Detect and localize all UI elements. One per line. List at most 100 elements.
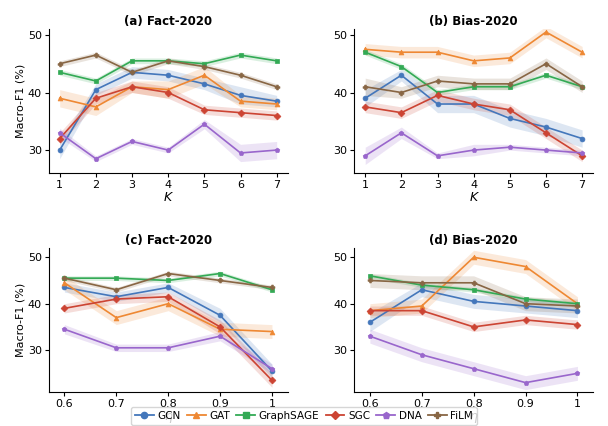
FiLM: [128, 70, 136, 75]
SGC: [434, 93, 441, 98]
GAT: [237, 98, 244, 104]
GAT: [56, 96, 63, 101]
FiLM: [165, 58, 172, 63]
GAT: [398, 50, 405, 55]
GAT: [128, 84, 136, 89]
GAT: [61, 280, 68, 285]
Line: GAT: GAT: [57, 73, 279, 109]
SGC: [112, 296, 120, 302]
FiLM: [268, 285, 275, 290]
GCN: [268, 368, 275, 374]
DNA: [506, 145, 514, 150]
Title: (d) Bias-2020: (d) Bias-2020: [429, 234, 518, 247]
SGC: [470, 324, 477, 329]
GCN: [92, 87, 100, 92]
Line: GCN: GCN: [62, 285, 274, 374]
X-axis label: K: K: [164, 191, 172, 204]
Line: SGC: SGC: [62, 294, 274, 383]
SGC: [398, 110, 405, 115]
GraphSAGE: [216, 271, 224, 276]
GraphSAGE: [542, 73, 550, 78]
SGC: [273, 113, 280, 118]
Legend: GCN, GAT, GraphSAGE, SGC, DNA, FiLM: GCN, GAT, GraphSAGE, SGC, DNA, FiLM: [131, 407, 477, 425]
DNA: [165, 345, 172, 350]
GraphSAGE: [61, 276, 68, 281]
FiLM: [506, 81, 514, 86]
SGC: [237, 110, 244, 115]
GAT: [362, 47, 369, 52]
FiLM: [522, 301, 529, 306]
DNA: [273, 147, 280, 153]
GraphSAGE: [56, 70, 63, 75]
GraphSAGE: [574, 301, 581, 306]
GAT: [92, 104, 100, 109]
GCN: [418, 287, 426, 292]
Line: GraphSAGE: GraphSAGE: [62, 271, 274, 292]
DNA: [470, 147, 477, 153]
GCN: [273, 98, 280, 104]
GAT: [112, 315, 120, 320]
GCN: [366, 320, 373, 325]
SGC: [165, 90, 172, 95]
GAT: [434, 50, 441, 55]
GraphSAGE: [273, 58, 280, 63]
GAT: [522, 264, 529, 269]
FiLM: [434, 78, 441, 83]
SGC: [362, 104, 369, 109]
Y-axis label: Macro-F1 (%): Macro-F1 (%): [15, 64, 25, 138]
DNA: [434, 153, 441, 158]
GraphSAGE: [201, 61, 208, 66]
DNA: [398, 130, 405, 135]
GCN: [506, 116, 514, 121]
FiLM: [216, 278, 224, 283]
FiLM: [574, 303, 581, 308]
GCN: [398, 73, 405, 78]
SGC: [128, 84, 136, 89]
GraphSAGE: [522, 296, 529, 302]
Line: GAT: GAT: [367, 255, 580, 313]
GraphSAGE: [398, 64, 405, 69]
Line: DNA: DNA: [57, 122, 279, 161]
FiLM: [362, 84, 369, 89]
DNA: [542, 147, 550, 153]
GraphSAGE: [165, 58, 172, 63]
DNA: [128, 139, 136, 144]
Y-axis label: Macro-F1 (%): Macro-F1 (%): [15, 283, 25, 357]
GraphSAGE: [128, 58, 136, 63]
FiLM: [398, 90, 405, 95]
GCN: [165, 73, 172, 78]
DNA: [92, 156, 100, 161]
Line: FiLM: FiLM: [367, 278, 580, 308]
FiLM: [366, 278, 373, 283]
DNA: [216, 334, 224, 339]
GCN: [128, 70, 136, 75]
FiLM: [201, 64, 208, 69]
DNA: [470, 366, 477, 371]
GAT: [418, 303, 426, 308]
SGC: [268, 378, 275, 383]
FiLM: [273, 84, 280, 89]
FiLM: [542, 61, 550, 66]
GCN: [165, 285, 172, 290]
FiLM: [470, 280, 477, 285]
FiLM: [92, 52, 100, 58]
GAT: [268, 329, 275, 334]
GCN: [216, 313, 224, 318]
SGC: [366, 308, 373, 313]
SGC: [92, 96, 100, 101]
GraphSAGE: [165, 278, 172, 283]
GCN: [56, 147, 63, 153]
GraphSAGE: [578, 84, 586, 89]
SGC: [165, 294, 172, 299]
Line: GraphSAGE: GraphSAGE: [57, 53, 279, 83]
DNA: [522, 380, 529, 385]
GAT: [201, 73, 208, 78]
FiLM: [237, 73, 244, 78]
DNA: [61, 327, 68, 332]
DNA: [578, 150, 586, 155]
GCN: [522, 303, 529, 308]
Line: SGC: SGC: [367, 308, 580, 329]
FiLM: [56, 61, 63, 66]
GraphSAGE: [92, 78, 100, 83]
SGC: [201, 107, 208, 112]
